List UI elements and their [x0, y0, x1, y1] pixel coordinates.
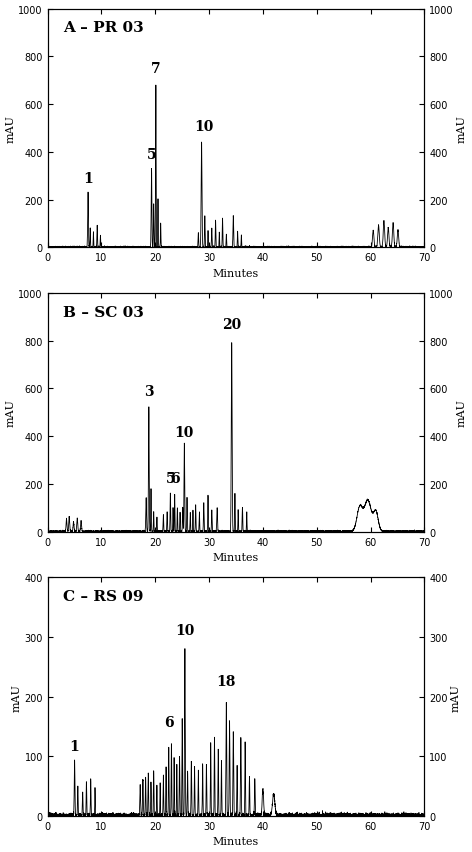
Text: 10: 10: [175, 425, 194, 439]
Text: 6: 6: [164, 716, 174, 729]
Text: 7: 7: [151, 62, 160, 77]
Text: B – SC 03: B – SC 03: [63, 306, 143, 320]
Y-axis label: mAU: mAU: [450, 683, 461, 711]
Text: 6: 6: [170, 471, 179, 486]
Text: 18: 18: [217, 674, 236, 688]
Text: 10: 10: [175, 623, 194, 637]
X-axis label: Minutes: Minutes: [213, 268, 259, 279]
Text: 5: 5: [166, 471, 175, 486]
Text: 20: 20: [222, 318, 241, 331]
Text: 10: 10: [194, 119, 213, 134]
X-axis label: Minutes: Minutes: [213, 552, 259, 562]
Y-axis label: mAU: mAU: [6, 115, 16, 143]
Text: 1: 1: [83, 172, 93, 186]
X-axis label: Minutes: Minutes: [213, 837, 259, 846]
Text: 1: 1: [70, 740, 79, 753]
Text: A – PR 03: A – PR 03: [63, 21, 143, 36]
Text: 5: 5: [147, 148, 156, 162]
Text: 3: 3: [144, 384, 154, 399]
Y-axis label: mAU: mAU: [11, 683, 22, 711]
Y-axis label: mAU: mAU: [6, 399, 16, 427]
Y-axis label: mAU: mAU: [456, 399, 466, 427]
Y-axis label: mAU: mAU: [456, 115, 466, 143]
Text: C – RS 09: C – RS 09: [63, 590, 143, 603]
